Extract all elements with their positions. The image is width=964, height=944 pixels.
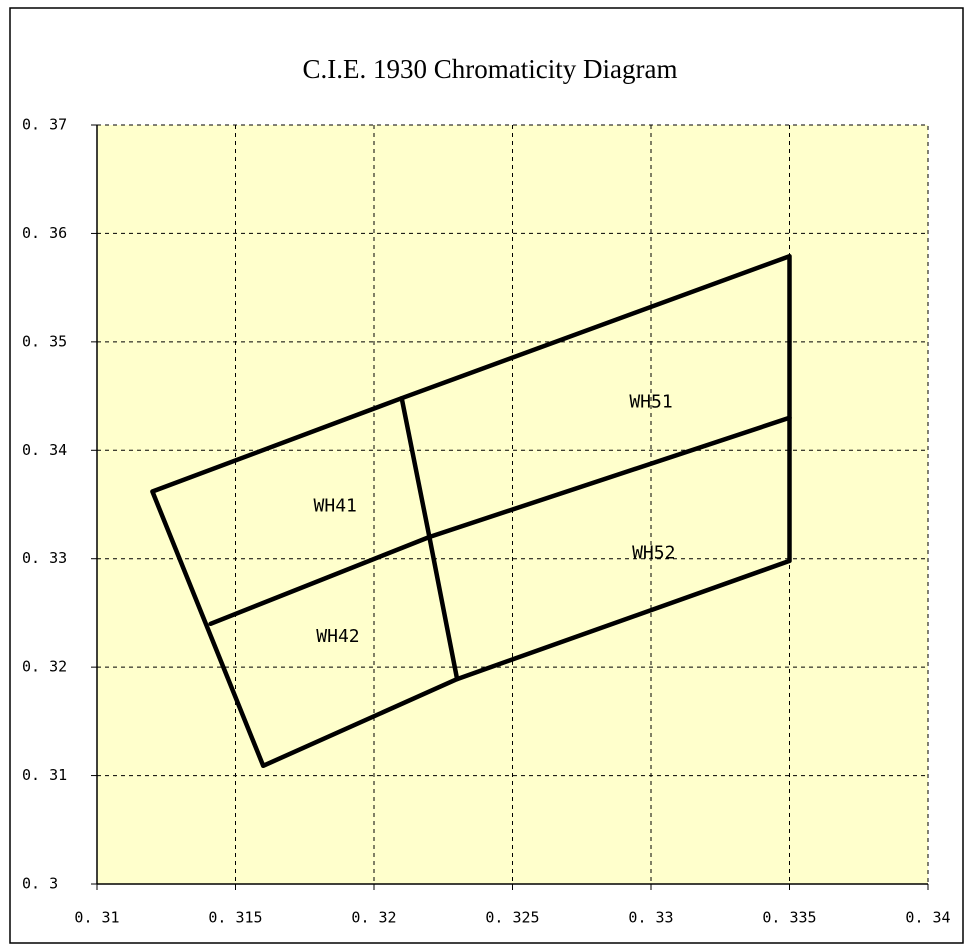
annotation: WH52 [632, 542, 675, 563]
y-tick-label: 0. 32 [22, 658, 67, 676]
annotation: WH42 [316, 626, 359, 647]
y-tick-label: 0. 37 [22, 116, 67, 134]
data-line [399, 395, 460, 682]
x-tick-label: 0. 335 [762, 909, 816, 927]
x-tick-label: 0. 34 [905, 909, 950, 927]
chart-title: C.I.E. 1930 Chromaticity Diagram [303, 54, 678, 84]
y-tick-label: 0. 36 [22, 224, 67, 242]
y-tick-label: 0. 35 [22, 332, 67, 350]
annotation: WH41 [314, 496, 357, 517]
y-tick-label: 0. 31 [22, 766, 67, 784]
x-tick-label: 0. 31 [74, 909, 119, 927]
y-tick-label: 0. 3 [22, 875, 58, 893]
y-tick-label: 0. 34 [22, 441, 67, 459]
x-tick-label: 0. 315 [208, 909, 262, 927]
annotation: WH51 [629, 392, 672, 413]
x-tick-label: 0. 33 [628, 909, 673, 927]
x-tick-label: 0. 32 [351, 909, 396, 927]
y-tick-label: 0. 33 [22, 549, 67, 567]
x-tick-label: 0. 325 [485, 909, 539, 927]
